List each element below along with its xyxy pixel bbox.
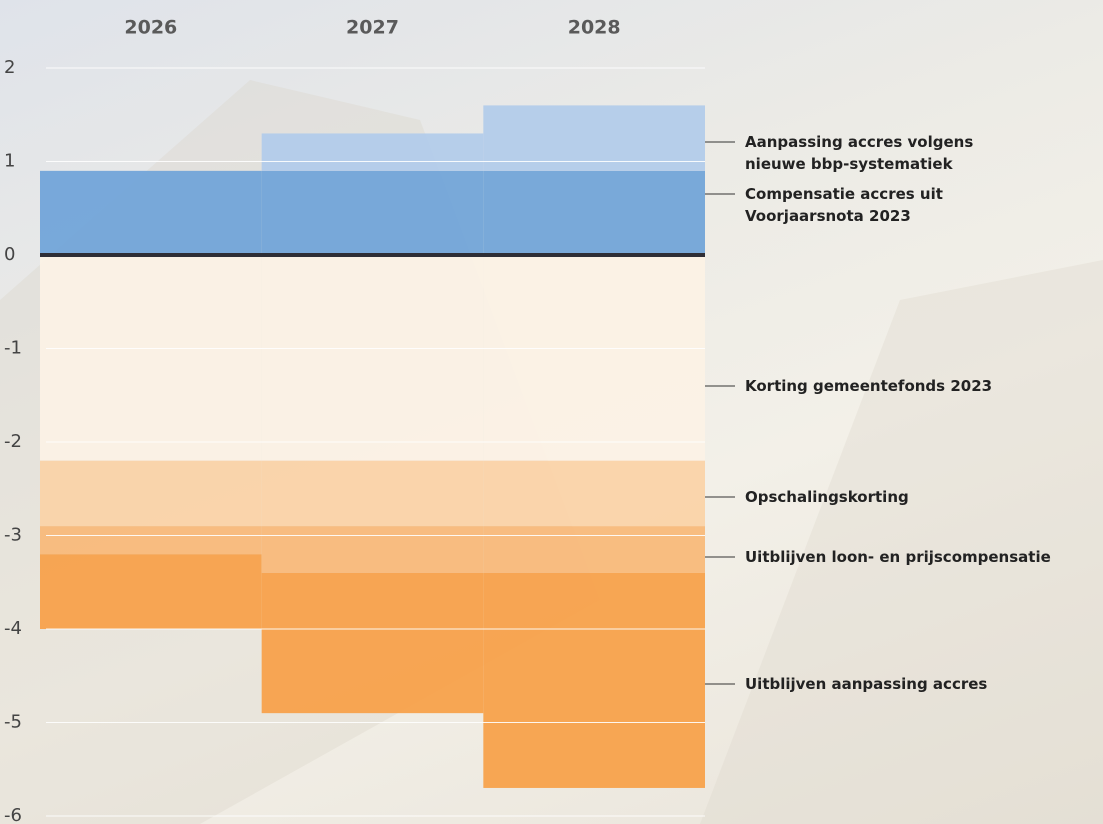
bar-segment: [262, 573, 484, 713]
bar-segment: [40, 171, 262, 255]
bar-segment: [262, 461, 484, 526]
bar-segment: [40, 526, 262, 554]
legend-label: Aanpassing accres volgens nieuwe bbp-sys…: [745, 131, 1005, 175]
bar-segment: [483, 573, 705, 788]
y-tick-label: -4: [4, 618, 22, 639]
bar-segment: [262, 255, 484, 461]
y-tick-label: 0: [4, 244, 15, 265]
y-tick-label: -5: [4, 712, 22, 733]
bar-segment: [483, 171, 705, 255]
y-tick-label: 2: [4, 57, 15, 78]
x-tick-label: 2028: [568, 17, 621, 39]
x-tick-label: 2026: [124, 17, 177, 39]
legend-label: Opschalingskorting: [745, 486, 1045, 508]
legend-label: Uitblijven loon- en prijscompensatie: [745, 546, 1103, 568]
y-tick-label: -6: [4, 805, 22, 824]
bar-segment: [262, 171, 484, 255]
bar-segment: [40, 461, 262, 526]
background-shape: [700, 260, 1103, 824]
bar-segment: [483, 526, 705, 573]
page: 2026 2027 2028 -6 -5 -4 -3 -2 -1 0 1 2 Compensatie …: [0, 0, 1103, 824]
x-tick-label: 2027: [346, 17, 399, 39]
bar-segment: [262, 526, 484, 573]
bar-segment: [262, 133, 484, 170]
bar-segment: [483, 255, 705, 461]
legend-label: Uitblijven aanpassing accres: [745, 673, 1045, 695]
chart: 2026 2027 2028 -6 -5 -4 -3 -2 -1 0 1 2: [0, 0, 1103, 824]
bar-segment: [483, 461, 705, 526]
bar-segment: [40, 554, 262, 629]
legend-label: Compensatie accres uit Voorjaarsnota 202…: [745, 183, 1005, 227]
y-tick-label: -3: [4, 525, 22, 546]
y-tick-label: -2: [4, 431, 22, 452]
bar-segment: [40, 255, 262, 461]
y-tick-label: -1: [4, 338, 22, 359]
legend-label: Korting gemeentefonds 2023: [745, 375, 1045, 397]
y-tick-label: 1: [4, 151, 15, 172]
